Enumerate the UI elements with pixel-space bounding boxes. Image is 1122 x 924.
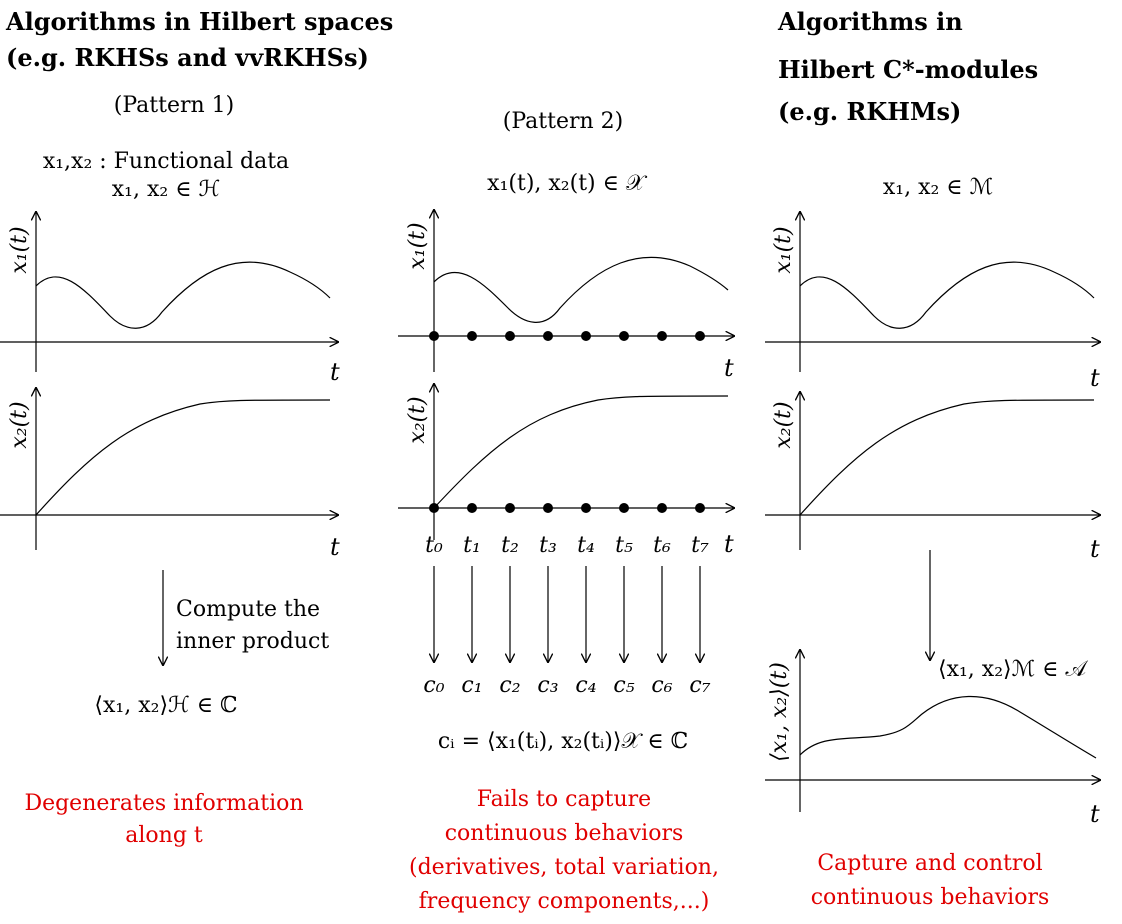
sample-dot	[695, 331, 705, 341]
sample-dot	[695, 503, 705, 513]
x2-curve	[35, 399, 331, 516]
sample-label: t₂	[501, 533, 519, 558]
sample-dot	[467, 503, 477, 513]
coef-label: c₇	[689, 673, 710, 698]
functional-data-label: x₁,x₂ : Functional data	[43, 149, 289, 174]
y1-axis-label: x₁(t)	[7, 226, 32, 273]
middle-column: (Pattern 2) x₁(t), x₂(t) ∈ 𝒳 x₁(t) t	[398, 109, 734, 914]
sample-dot	[657, 503, 667, 513]
left-plot-x1: x₁(t) t	[0, 212, 340, 386]
coef-label: c₄	[575, 673, 596, 698]
sample-dot	[619, 503, 629, 513]
middle-plot-x2: x₂(t) t	[398, 384, 734, 558]
pattern-2-label: (Pattern 2)	[503, 109, 623, 134]
sample-label: t₅	[615, 533, 633, 558]
sample-label: t₀	[425, 533, 443, 558]
y2-axis-label: x₂(t)	[771, 401, 796, 448]
middle-note-line-3: (derivatives, total variation,	[409, 855, 719, 880]
sample-dots-x1	[429, 331, 705, 341]
right-result: ⟨x₁, x₂⟩ℳ ∈ 𝒜	[938, 657, 1088, 682]
pattern-1-label: (Pattern 1)	[114, 93, 234, 118]
sample-dot	[429, 331, 439, 341]
sample-dot	[581, 331, 591, 341]
t-axis-label: t	[1090, 364, 1100, 392]
sample-label: t₃	[539, 533, 557, 558]
t-axis-label: t	[1090, 800, 1100, 828]
coef-label: c₁	[461, 673, 482, 698]
t-axis-label: t	[330, 358, 340, 386]
coef-label: c₃	[537, 673, 558, 698]
right-membership: x₁, x₂ ∈ ℳ	[883, 175, 993, 200]
right-plot-x1: x₁(t) t	[765, 212, 1100, 392]
coef-label: c₀	[423, 673, 444, 698]
inner-product-axis-label: ⟨x₁, x₂⟩(t)	[767, 662, 792, 762]
sample-time-labels: t₀ t₁ t₂ t₃ t₄ t₅ t₆ t₇	[425, 533, 709, 558]
middle-note-line-2: continuous behaviors	[445, 821, 684, 846]
left-heading-line-1: Algorithms in Hilbert spaces	[5, 7, 393, 36]
x1-curve	[433, 256, 729, 323]
sample-dot	[619, 331, 629, 341]
y2-axis-label: x₂(t)	[7, 401, 32, 448]
t-axis-label: t	[1090, 535, 1100, 563]
right-heading-line-1: Algorithms in	[777, 7, 963, 36]
coefficient-labels: c₀ c₁ c₂ c₃ c₄ c₅ c₆ c₇	[423, 673, 710, 698]
sample-dot	[467, 331, 477, 341]
right-note-line-1: Capture and control	[817, 851, 1042, 876]
middle-membership: x₁(t), x₂(t) ∈ 𝒳	[487, 171, 648, 196]
sample-arrows	[434, 566, 700, 662]
arrow-label-line-1: Compute the	[176, 597, 320, 622]
sample-dot	[657, 331, 667, 341]
left-result: ⟨x₁, x₂⟩ℋ ∈ ℂ	[94, 693, 237, 718]
left-heading-line-2: (e.g. RKHSs and vvRKHSs)	[6, 43, 369, 72]
middle-plot-x1: x₁(t) t	[398, 210, 734, 382]
right-plot-x2: x₂(t) t	[765, 392, 1100, 563]
sample-dot	[429, 503, 439, 513]
sample-label: t₁	[463, 533, 481, 558]
left-note-line-1: Degenerates information	[24, 791, 303, 816]
x1-curve	[799, 261, 1095, 329]
middle-note-line-1: Fails to capture	[477, 787, 651, 812]
x2-curve	[799, 399, 1095, 516]
right-heading-line-3: (e.g. RKHMs)	[778, 97, 961, 126]
right-heading-line-2: Hilbert C*-modules	[778, 55, 1038, 84]
t-axis-label: t	[724, 354, 734, 382]
sample-dot	[543, 331, 553, 341]
left-column: Algorithms in Hilbert spaces (e.g. RKHSs…	[0, 7, 393, 848]
middle-note-line-4: frequency components,...)	[419, 889, 710, 914]
left-note-line-2: along t	[125, 823, 203, 848]
y1-axis-label: x₁(t)	[405, 222, 430, 269]
sample-dot	[581, 503, 591, 513]
right-note-line-2: continuous behaviors	[811, 885, 1050, 910]
x1-curve	[35, 261, 331, 329]
sample-dots-x2	[429, 503, 705, 513]
sample-label: t₄	[577, 533, 595, 558]
right-column: Algorithms in Hilbert C*-modules (e.g. R…	[765, 7, 1100, 910]
sample-label: t₆	[653, 533, 671, 558]
left-membership: x₁, x₂ ∈ ℋ	[112, 177, 220, 202]
coef-label: c₆	[651, 673, 672, 698]
x2-curve	[433, 395, 729, 509]
sample-dot	[505, 503, 515, 513]
t-axis-label: t	[330, 533, 340, 561]
left-plot-x2: x₂(t) t	[0, 388, 340, 561]
coef-label: c₂	[499, 673, 520, 698]
arrow-label-line-2: inner product	[176, 629, 329, 654]
right-plot-inner-product: ⟨x₁, x₂⟩(t) t	[765, 650, 1100, 828]
y1-axis-label: x₁(t)	[771, 226, 796, 273]
sample-dot	[543, 503, 553, 513]
coefficient-formula: cᵢ = ⟨x₁(tᵢ), x₂(tᵢ)⟩𝒳 ∈ ℂ	[438, 729, 688, 754]
sample-dot	[505, 331, 515, 341]
y2-axis-label: x₂(t)	[405, 396, 430, 443]
coef-label: c₅	[613, 673, 634, 698]
t-axis-label: t	[724, 530, 734, 558]
sample-label: t₇	[691, 533, 709, 558]
inner-product-curve	[799, 695, 1097, 759]
